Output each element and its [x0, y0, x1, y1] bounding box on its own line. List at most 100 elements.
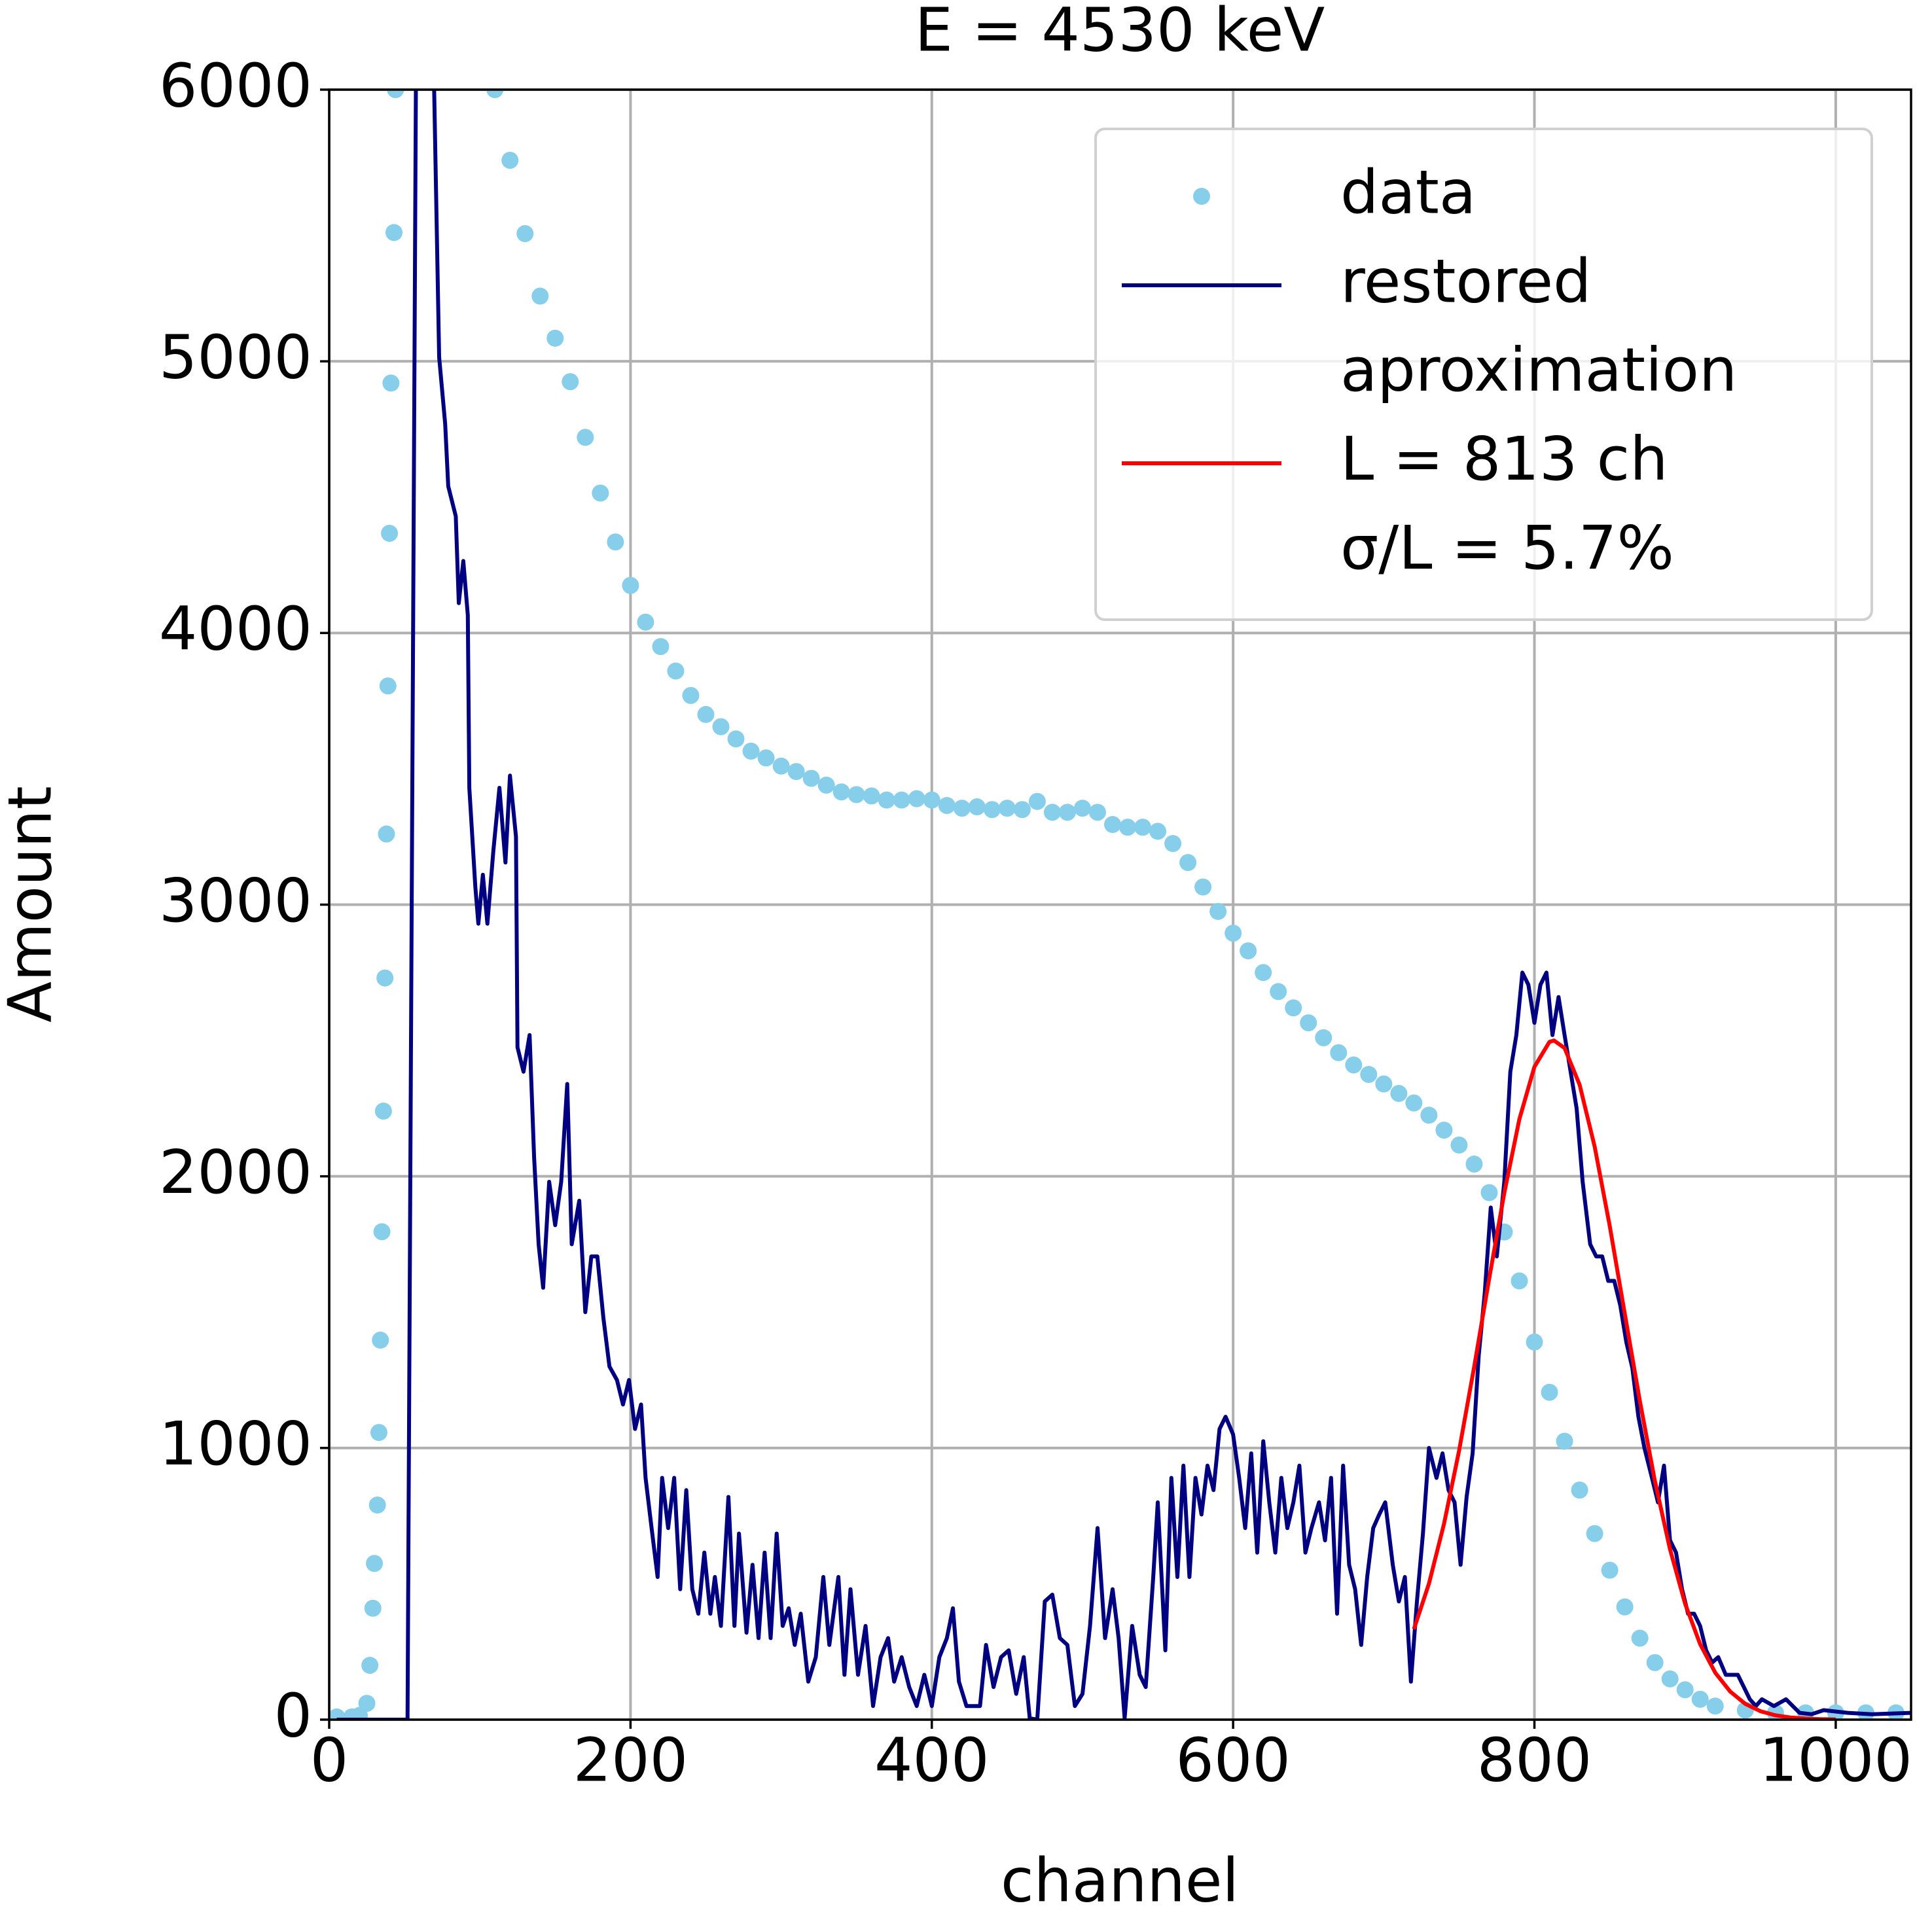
- data-point: [385, 224, 402, 241]
- data-point: [1646, 1654, 1664, 1671]
- data-point: [1586, 1525, 1603, 1542]
- data-point: [652, 638, 670, 656]
- data-point: [1285, 999, 1302, 1017]
- data-point: [1194, 878, 1212, 896]
- x-tick-label: 600: [1175, 1725, 1291, 1795]
- data-point: [1435, 1122, 1453, 1139]
- data-point: [531, 287, 549, 305]
- x-tick-label: 0: [310, 1725, 349, 1795]
- data-point: [577, 429, 594, 446]
- data-point: [1601, 1561, 1619, 1579]
- legend-box: [1094, 128, 1873, 621]
- data-point: [1661, 1670, 1679, 1688]
- data-point: [878, 791, 895, 809]
- data-point: [938, 796, 956, 814]
- data-point: [382, 374, 400, 392]
- data-point: [562, 373, 579, 391]
- data-point: [1028, 792, 1046, 810]
- data-point: [1706, 1697, 1724, 1715]
- data-point: [1043, 804, 1061, 821]
- data-point: [802, 770, 820, 787]
- data-point: [772, 757, 790, 775]
- data-point: [1013, 801, 1031, 819]
- x-tick-label: 800: [1477, 1725, 1592, 1795]
- data-point: [368, 1497, 386, 1514]
- data-point: [546, 329, 564, 347]
- data-point: [1511, 1272, 1528, 1290]
- data-point: [1480, 1184, 1498, 1201]
- data-point: [968, 798, 986, 816]
- data-point: [1119, 819, 1137, 836]
- data-point: [622, 576, 639, 594]
- data-point: [1556, 1432, 1573, 1450]
- data-point: [1134, 819, 1152, 836]
- x-tick-label: 1000: [1759, 1725, 1912, 1795]
- data-point: [1616, 1598, 1634, 1616]
- data-point: [998, 800, 1016, 817]
- data-point: [1405, 1094, 1423, 1112]
- data-point: [1450, 1136, 1468, 1154]
- data-point: [1255, 964, 1272, 982]
- ticks: 0 200 400 600 800 1000 0 1000 2000 3000 4000 5000 60…: [159, 50, 1912, 1795]
- data-point: [637, 613, 654, 631]
- data-point: [1526, 1333, 1543, 1351]
- data-point: [372, 1332, 389, 1349]
- data-point: [1360, 1065, 1378, 1083]
- data-point: [1179, 854, 1197, 872]
- data-point: [908, 790, 925, 807]
- y-tick-label: 2000: [159, 1137, 312, 1207]
- data-point: [516, 225, 534, 243]
- data-line: [1412, 1038, 1836, 1720]
- y-tick-label: 3000: [159, 866, 312, 936]
- data-point: [1345, 1056, 1363, 1074]
- data-point: [832, 783, 850, 801]
- data-point: [378, 825, 395, 843]
- data-point: [757, 749, 775, 767]
- data-point: [361, 1656, 379, 1674]
- data-point: [329, 1708, 346, 1720]
- data-point: [376, 969, 394, 987]
- data-point: [712, 718, 730, 735]
- data-point: [727, 730, 745, 748]
- data-point: [953, 800, 971, 817]
- data-point: [787, 763, 805, 781]
- data-point: [1270, 983, 1287, 1001]
- chart-title: E = 4530 keV: [915, 0, 1325, 65]
- data-point: [1103, 816, 1121, 834]
- data-point: [697, 705, 715, 723]
- x-axis-label: channel: [1001, 1845, 1239, 1915]
- data-point: [1676, 1681, 1694, 1699]
- data-point: [682, 686, 700, 704]
- data-point: [379, 677, 397, 695]
- data-point: [893, 791, 910, 809]
- data-line: [336, 90, 1911, 1720]
- data-point: [607, 533, 624, 551]
- y-tick-label: 4000: [159, 594, 312, 664]
- y-tick-label: 5000: [159, 323, 312, 393]
- y-tick-label: 6000: [159, 50, 312, 120]
- data-point: [370, 1424, 387, 1442]
- data-point: [381, 524, 399, 542]
- data-point: [1330, 1044, 1348, 1061]
- data-point: [1300, 1014, 1317, 1032]
- legend-marker: [1193, 188, 1210, 205]
- legend-label: restored: [1340, 246, 1592, 316]
- data-point: [1571, 1481, 1588, 1499]
- data-point: [1149, 823, 1167, 840]
- data-point: [1225, 925, 1242, 942]
- data-point: [366, 1555, 384, 1572]
- data-point: [1209, 902, 1227, 920]
- data-point: [848, 786, 865, 804]
- data-point: [1315, 1029, 1333, 1046]
- data-point: [1073, 800, 1091, 817]
- data-point: [983, 801, 1001, 819]
- data-point: [1390, 1085, 1408, 1103]
- data-point: [592, 484, 609, 502]
- data-point: [923, 791, 940, 809]
- data-point: [501, 151, 519, 169]
- data-point: [373, 1223, 391, 1241]
- data-point: [374, 1103, 392, 1120]
- data-point: [1058, 804, 1076, 821]
- legend-label: aproximation L = 813 ch σ/L = 5.7%: [1340, 335, 1757, 583]
